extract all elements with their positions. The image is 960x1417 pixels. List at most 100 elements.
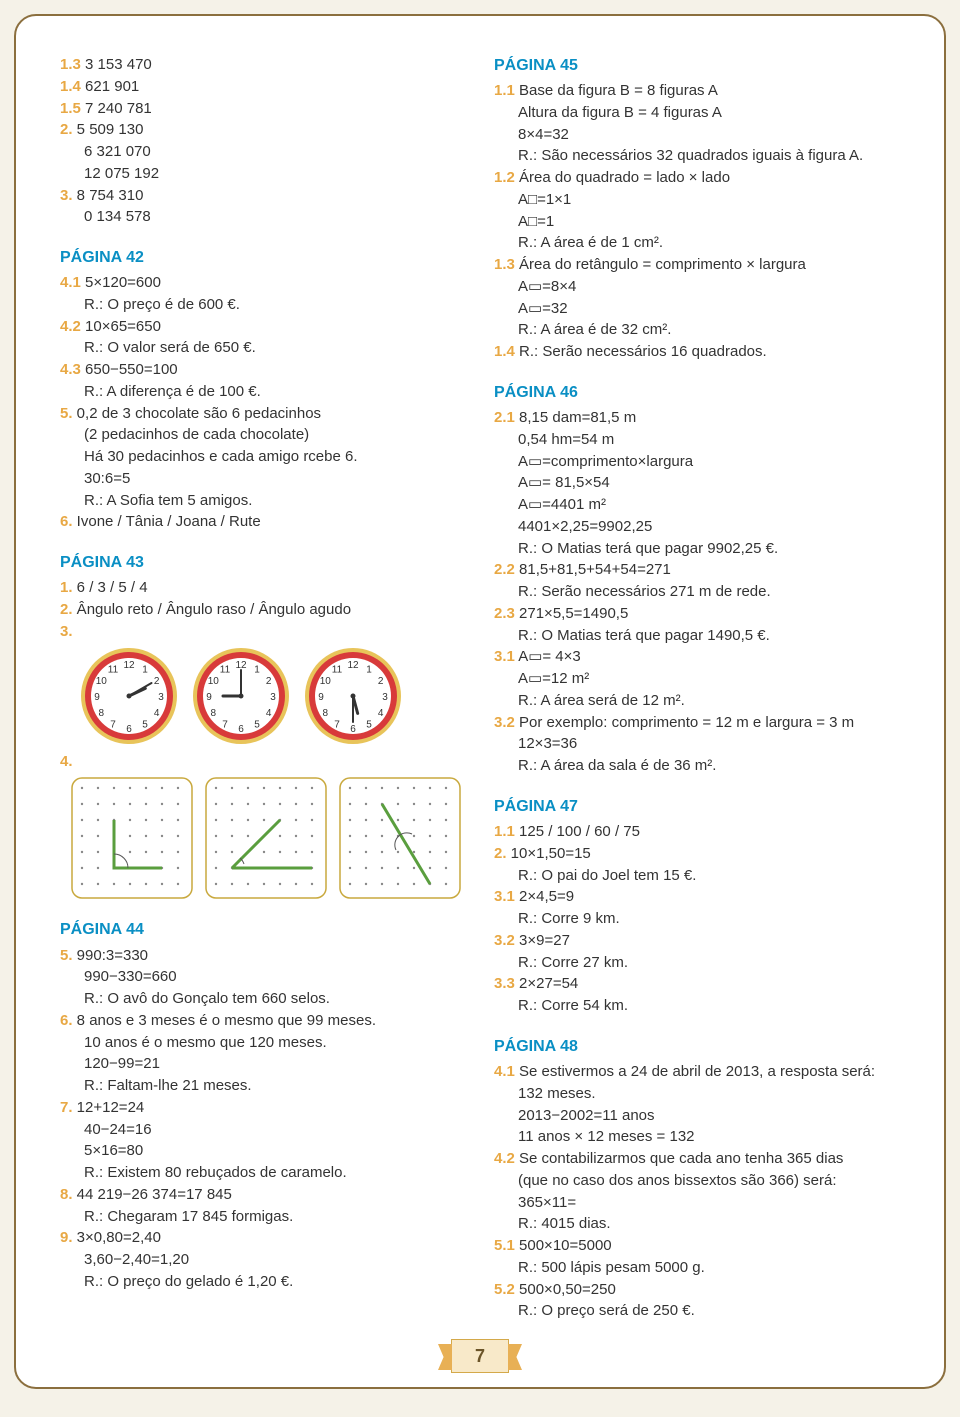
text-line: A▭=32 bbox=[494, 298, 900, 320]
text-line: 1.5 7 240 781 bbox=[60, 98, 466, 120]
item-number: 4.2 bbox=[494, 1150, 515, 1167]
item-number: 3.1 bbox=[494, 888, 515, 905]
text-line: 8×4=32 bbox=[494, 124, 900, 146]
text-line: 4.1 5×120=600 bbox=[60, 272, 466, 294]
item-number: 1.3 bbox=[494, 256, 515, 273]
text-line: 1.1 Base da figura B = 8 figuras A bbox=[494, 80, 900, 102]
text-line: 990−330=660 bbox=[60, 966, 466, 988]
text-line: 2.2 81,5+81,5+54+54=271 bbox=[494, 559, 900, 581]
text-line: R.: 500 lápis pesam 5000 g. bbox=[494, 1257, 900, 1279]
text-line: R.: O valor será de 650 €. bbox=[60, 337, 466, 359]
text-line: R.: A área será de 12 m². bbox=[494, 690, 900, 712]
svg-text:12: 12 bbox=[123, 660, 135, 671]
text-line: 4. bbox=[60, 751, 466, 773]
section-heading: PÁGINA 45 bbox=[494, 54, 900, 77]
svg-text:10: 10 bbox=[208, 676, 220, 687]
item-number: 4. bbox=[60, 753, 73, 770]
svg-text:4: 4 bbox=[378, 708, 384, 719]
text-line: R.: O Matias terá que pagar 1490,5 €. bbox=[494, 625, 900, 647]
item-number: 2.3 bbox=[494, 605, 515, 622]
text-line: 3.1 A▭= 4×3 bbox=[494, 646, 900, 668]
section-heading: PÁGINA 48 bbox=[494, 1035, 900, 1058]
svg-text:4: 4 bbox=[266, 708, 272, 719]
text-line: R.: O pai do Joel tem 15 €. bbox=[494, 865, 900, 887]
text-line: 12×3=36 bbox=[494, 733, 900, 755]
text-line: R.: O avô do Gonçalo tem 660 selos. bbox=[60, 988, 466, 1010]
svg-text:10: 10 bbox=[320, 676, 332, 687]
right-column: PÁGINA 45 1.1 Base da figura B = 8 figura… bbox=[494, 54, 900, 1327]
svg-text:11: 11 bbox=[220, 664, 231, 675]
svg-text:2: 2 bbox=[154, 676, 160, 687]
text-line: 2. 10×1,50=15 bbox=[494, 843, 900, 865]
svg-text:11: 11 bbox=[332, 664, 343, 675]
item-number: 2. bbox=[60, 601, 73, 618]
text-line: 3,60−2,40=1,20 bbox=[60, 1249, 466, 1271]
item-number: 4.1 bbox=[494, 1063, 515, 1080]
item-number: 5. bbox=[60, 947, 73, 964]
item-number: 1.1 bbox=[494, 823, 515, 840]
page: 1.3 3 153 4701.4 621 9011.5 7 240 7812. … bbox=[14, 14, 946, 1389]
text-line: 1.1 125 / 100 / 60 / 75 bbox=[494, 821, 900, 843]
item-number: 1.4 bbox=[60, 78, 81, 95]
svg-text:2: 2 bbox=[378, 676, 384, 687]
text-line: (2 pedacinhos de cada chocolate) bbox=[60, 424, 466, 446]
item-number: 2.1 bbox=[494, 409, 515, 426]
svg-text:5: 5 bbox=[254, 719, 260, 730]
text-line: 1.2 Área do quadrado = lado × lado bbox=[494, 167, 900, 189]
text-line: 4.3 650−550=100 bbox=[60, 359, 466, 381]
item-number: 5.2 bbox=[494, 1281, 515, 1298]
section-heading: PÁGINA 46 bbox=[494, 381, 900, 404]
item-number: 1.2 bbox=[494, 169, 515, 186]
text-line: R.: Faltam-lhe 21 meses. bbox=[60, 1075, 466, 1097]
text-line: 3. bbox=[60, 621, 466, 643]
angle-grid bbox=[338, 776, 462, 900]
svg-text:8: 8 bbox=[99, 708, 105, 719]
svg-text:9: 9 bbox=[206, 692, 212, 703]
text-line: R.: O preço é de 600 €. bbox=[60, 294, 466, 316]
page-number: 7 bbox=[451, 1339, 509, 1373]
text-line: R.: Corre 54 km. bbox=[494, 995, 900, 1017]
item-number: 1.1 bbox=[494, 82, 515, 99]
item-number: 5. bbox=[60, 405, 73, 422]
svg-text:7: 7 bbox=[334, 719, 340, 730]
item-number: 1. bbox=[60, 579, 73, 596]
text-line: R.: 4015 dias. bbox=[494, 1213, 900, 1235]
item-number: 3.2 bbox=[494, 714, 515, 731]
text-line: 2. Ângulo reto / Ângulo raso / Ângulo ag… bbox=[60, 599, 466, 621]
text-line: R.: O Matias terá que pagar 9902,25 €. bbox=[494, 538, 900, 560]
item-number: 8. bbox=[60, 1186, 73, 1203]
clock-icon: 123456789101112 bbox=[192, 647, 290, 745]
item-number: 2.2 bbox=[494, 561, 515, 578]
svg-text:6: 6 bbox=[126, 724, 132, 735]
svg-text:7: 7 bbox=[110, 719, 116, 730]
text-line: 6. Ivone / Tânia / Joana / Rute bbox=[60, 511, 466, 533]
text-line: (que no caso dos anos bissextos são 366)… bbox=[494, 1170, 900, 1192]
text-line: 10 anos é o mesmo que 120 meses. bbox=[60, 1032, 466, 1054]
item-number: 3. bbox=[60, 187, 73, 204]
text-line: 1.3 Área do retângulo = comprimento × la… bbox=[494, 254, 900, 276]
item-number: 6. bbox=[60, 1012, 73, 1029]
svg-text:3: 3 bbox=[158, 692, 164, 703]
item-number: 1.5 bbox=[60, 100, 81, 117]
text-line: 7. 12+12=24 bbox=[60, 1097, 466, 1119]
angle-grid bbox=[204, 776, 328, 900]
text-line: A▭= 81,5×54 bbox=[494, 472, 900, 494]
text-line: 1.3 3 153 470 bbox=[60, 54, 466, 76]
svg-text:4: 4 bbox=[154, 708, 160, 719]
clocks-row: 123456789101112 123456789101112 12345678… bbox=[80, 647, 466, 745]
item-number: 3. bbox=[60, 623, 73, 640]
text-line: Altura da figura B = 4 figuras A bbox=[494, 102, 900, 124]
text-line: 4.2 Se contabilizarmos que cada ano tenh… bbox=[494, 1148, 900, 1170]
clock-icon: 123456789101112 bbox=[304, 647, 402, 745]
text-line: R.: Corre 27 km. bbox=[494, 952, 900, 974]
text-line: R.: Existem 80 rebuçados de caramelo. bbox=[60, 1162, 466, 1184]
text-line: R.: A diferença é de 100 €. bbox=[60, 381, 466, 403]
text-line: 3.2 Por exemplo: comprimento = 12 m e la… bbox=[494, 712, 900, 734]
svg-text:3: 3 bbox=[382, 692, 388, 703]
item-number: 3.1 bbox=[494, 648, 515, 665]
svg-text:8: 8 bbox=[211, 708, 217, 719]
text-line: 9. 3×0,80=2,40 bbox=[60, 1227, 466, 1249]
text-line: R.: A área é de 32 cm². bbox=[494, 319, 900, 341]
text-line: 5.2 500×0,50=250 bbox=[494, 1279, 900, 1301]
svg-text:6: 6 bbox=[238, 724, 244, 735]
